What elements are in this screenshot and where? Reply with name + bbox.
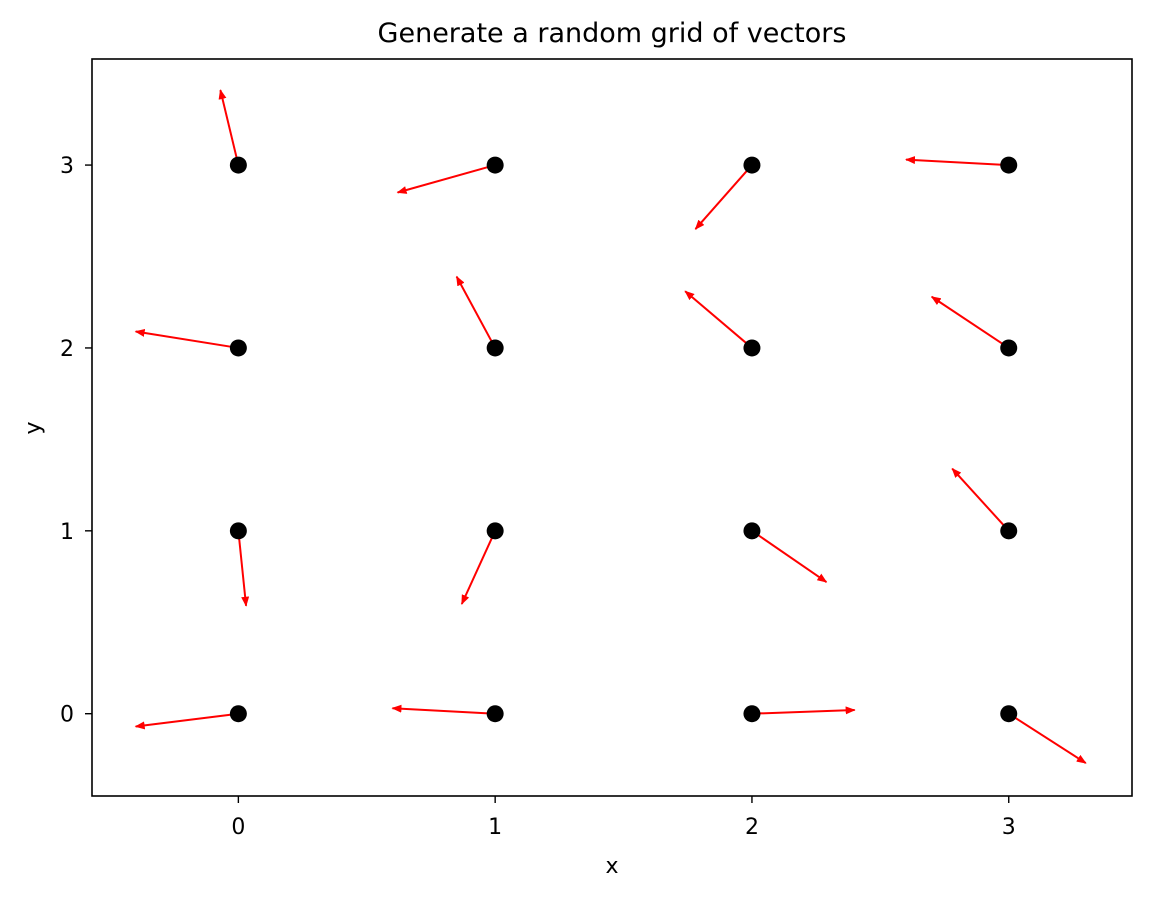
vector-arrow xyxy=(1008,712,1087,764)
chart-title: Generate a random grid of vectors xyxy=(378,18,847,49)
x-tick-label: 0 xyxy=(231,815,245,840)
grid-point xyxy=(1000,522,1018,540)
vector-arrow xyxy=(396,164,496,194)
grid-point xyxy=(229,339,247,357)
grid-point xyxy=(1000,339,1018,357)
vector-arrow xyxy=(694,164,753,230)
y-tick-label: 3 xyxy=(60,154,74,179)
vector-arrow xyxy=(751,530,828,583)
x-tick-label: 3 xyxy=(1002,815,1016,840)
grid-point xyxy=(229,705,247,723)
y-tick-label: 1 xyxy=(60,520,74,545)
y-tick-label: 2 xyxy=(60,337,74,362)
grid-point xyxy=(486,522,504,540)
vector-arrow xyxy=(134,328,239,349)
grid-point xyxy=(229,522,247,540)
vector-arrow xyxy=(455,275,497,349)
vector-arrow xyxy=(905,156,1009,167)
grid-point xyxy=(486,156,504,174)
grid-point xyxy=(743,705,761,723)
grid-point xyxy=(1000,156,1018,174)
grid-point xyxy=(229,156,247,174)
grid-point xyxy=(486,705,504,723)
vector-arrow xyxy=(951,467,1010,532)
x-axis-label: x xyxy=(605,854,618,879)
vector-arrow xyxy=(391,704,496,715)
vector-arrow xyxy=(930,295,1010,349)
grid-point xyxy=(1000,705,1018,723)
vector-arrows xyxy=(134,89,1087,764)
y-axis-label: y xyxy=(21,421,46,434)
axis-ticks: 0 1 2 3 0 1 2 3 xyxy=(60,154,1016,840)
grid-point xyxy=(486,339,504,357)
x-tick-label: 1 xyxy=(488,815,502,840)
x-tick-label: 2 xyxy=(745,815,759,840)
grid-points xyxy=(229,156,1018,723)
y-tick-label: 0 xyxy=(60,703,74,728)
plot-area xyxy=(91,58,1133,797)
vector-arrow xyxy=(237,530,250,607)
vector-arrow xyxy=(218,89,240,166)
grid-point xyxy=(743,522,761,540)
vector-arrow xyxy=(460,530,497,605)
grid-point xyxy=(743,339,761,357)
vector-arrow xyxy=(134,712,239,730)
grid-point xyxy=(743,156,761,174)
vector-arrow xyxy=(684,290,753,349)
vector-arrow xyxy=(751,706,856,715)
